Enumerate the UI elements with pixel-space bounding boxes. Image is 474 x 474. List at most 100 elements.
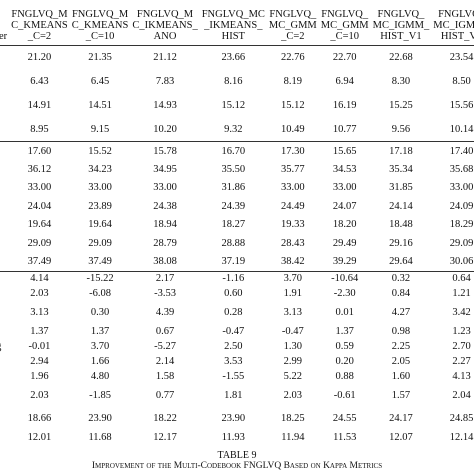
cell: 11.94 xyxy=(281,432,305,443)
cell-line: HIST_V2 xyxy=(440,31,474,42)
cell: 34.53 xyxy=(332,163,357,175)
cell: 7.83 xyxy=(155,76,175,87)
cell-line: FNGLVQ_ xyxy=(269,9,317,20)
cell: 3.53 xyxy=(224,356,243,367)
cell: 24.07 xyxy=(332,200,357,212)
cell: 2.99 xyxy=(283,356,303,367)
cell: 4.14 xyxy=(9,270,70,286)
cell: 1.37 xyxy=(335,326,354,337)
cell-line: nere xyxy=(0,302,7,313)
results-table: \ClassifierFNGLVQ_MC_KMEANS_C=2FNGLVQ_MC… xyxy=(0,0,474,445)
cell-line: FNGLVQ_M xyxy=(136,9,194,20)
cell: 38.42 xyxy=(281,256,305,267)
column-header: FNGLVQ_M C_IKMEANS_ ANO xyxy=(130,0,199,46)
cell: 2.25 xyxy=(391,341,411,352)
cell: 22.76 xyxy=(266,45,319,70)
cell: 0.30 xyxy=(90,307,110,318)
cell: 11.93 xyxy=(221,432,245,443)
cell: 19.64 xyxy=(27,219,52,231)
cell: 18.94 xyxy=(153,219,177,231)
cell-line: HIST_V1 xyxy=(380,31,422,42)
caption-title: Improvement of the Multi-Codebook FNGLVQ… xyxy=(91,461,383,471)
cell-line: Cancer xyxy=(0,313,7,324)
cell: 8.95 xyxy=(30,123,49,135)
cell: 23.54 xyxy=(431,45,474,70)
cell: 16.70 xyxy=(199,141,267,160)
cell: 23.66 xyxy=(199,45,267,70)
cell: -15.22 xyxy=(69,270,131,286)
cell-line: _5 xyxy=(0,201,7,212)
table-row: _8 37.49 37.49 38.08 37.19 38.42 39.29 29.64 30.… xyxy=(0,253,474,272)
cell: -3.53 xyxy=(154,288,176,299)
cell: 29.09 xyxy=(449,237,474,249)
cell: 29.16 xyxy=(389,237,413,249)
row-label: _4 xyxy=(0,118,9,142)
cell: 18.29 xyxy=(449,219,474,231)
cell: 15.12 xyxy=(221,100,246,111)
cell: 6.94 xyxy=(335,76,354,87)
cell: 0.64 xyxy=(431,270,474,286)
cell: 2.17 xyxy=(130,270,200,286)
cell: 3.13 xyxy=(283,307,303,318)
row-label: ollowing xyxy=(0,339,9,354)
cell: 19.33 xyxy=(281,219,305,231)
cell: 3.13 xyxy=(30,307,49,318)
cell: 0.59 xyxy=(335,341,354,352)
row-label: _2 xyxy=(0,70,9,94)
cell-line: _C=2 xyxy=(27,31,52,42)
cell: 2.27 xyxy=(452,356,471,367)
row-label: ra xyxy=(0,324,9,339)
cell: 23.90 xyxy=(221,413,246,424)
cell: 24.55 xyxy=(332,413,357,424)
cell: 37.49 xyxy=(88,256,112,267)
cell-line: FNGLVQ_M xyxy=(71,9,129,20)
cell-line: MC_IGMM_ xyxy=(433,20,474,31)
cell-line: ollowing xyxy=(0,341,7,352)
cell: 37.19 xyxy=(221,256,246,267)
cell: 18.48 xyxy=(389,219,413,231)
cell-line: _1 xyxy=(0,52,7,63)
cell: 31.86 xyxy=(221,182,246,194)
cell: 15.12 xyxy=(281,100,305,111)
table-row: getic 18.66 23.90 18.22 23.90 18.25 24.55 24.17… xyxy=(0,407,474,430)
cell: 28.79 xyxy=(153,237,177,249)
cell: 9.15 xyxy=(90,123,110,135)
cell: 3.42 xyxy=(452,307,471,318)
column-header: FNGLVQ_MC _IKMEANS_ HIST xyxy=(200,0,267,46)
cell: 1.58 xyxy=(155,371,175,382)
cell-line: FNGLVQ_ xyxy=(377,9,425,20)
table-row: _117.6015.5215.7816.7017.3015.6517.1817.… xyxy=(0,141,474,160)
cell: 24.85 xyxy=(449,413,474,424)
cell: 29.49 xyxy=(332,237,357,249)
row-label xyxy=(0,286,9,301)
cell: 9.56 xyxy=(391,123,411,135)
cell: 24.04 xyxy=(27,200,52,212)
column-header: FNGLVQ_M C_KMEANS _C=10 xyxy=(70,0,131,46)
cell: 33.00 xyxy=(153,182,177,194)
table-row: ge All 12.01 11.68 12.17 11.93 11.94 11.53 12.0… xyxy=(0,430,474,445)
cell: -0.47 xyxy=(222,326,245,337)
cell: 4.39 xyxy=(155,307,175,318)
cell: 30.06 xyxy=(449,256,474,267)
cell: 1.66 xyxy=(90,356,110,367)
cell: 2.14 xyxy=(155,356,175,367)
table-row: _3 33.00 33.00 33.00 31.86 33.00 33.00 31.85 33.… xyxy=(0,179,474,198)
cell: 2.05 xyxy=(391,356,411,367)
column-header: FNGLVQ_ MC_GMM _C=2 xyxy=(267,0,319,46)
cell: 1.21 xyxy=(452,288,471,299)
column-header: FNGLVQ_ MC_IGMM_ HIST_V1 xyxy=(371,0,432,46)
cell: 2.04 xyxy=(452,390,471,401)
cell-line: _IKMEANS_ xyxy=(204,20,263,31)
cell: 17.18 xyxy=(370,141,432,160)
cell: 22.68 xyxy=(370,45,432,70)
table-row: _3 14.91 14.51 14.93 15.12 15.12 16.19 15.25 15.… xyxy=(0,94,474,118)
cell: 4.13 xyxy=(452,371,471,382)
cell: -1.55 xyxy=(222,371,245,382)
cell-line: FNGLVQ_M xyxy=(11,9,68,20)
cell: 1.57 xyxy=(391,390,411,401)
cell: 24.09 xyxy=(449,200,474,212)
table-row: nt 2.94 1.66 2.14 3.53 2.99 0.20 2.05 2.27 xyxy=(0,354,474,369)
row-label: _2 xyxy=(0,160,9,179)
column-header: \Classifier xyxy=(0,0,9,46)
